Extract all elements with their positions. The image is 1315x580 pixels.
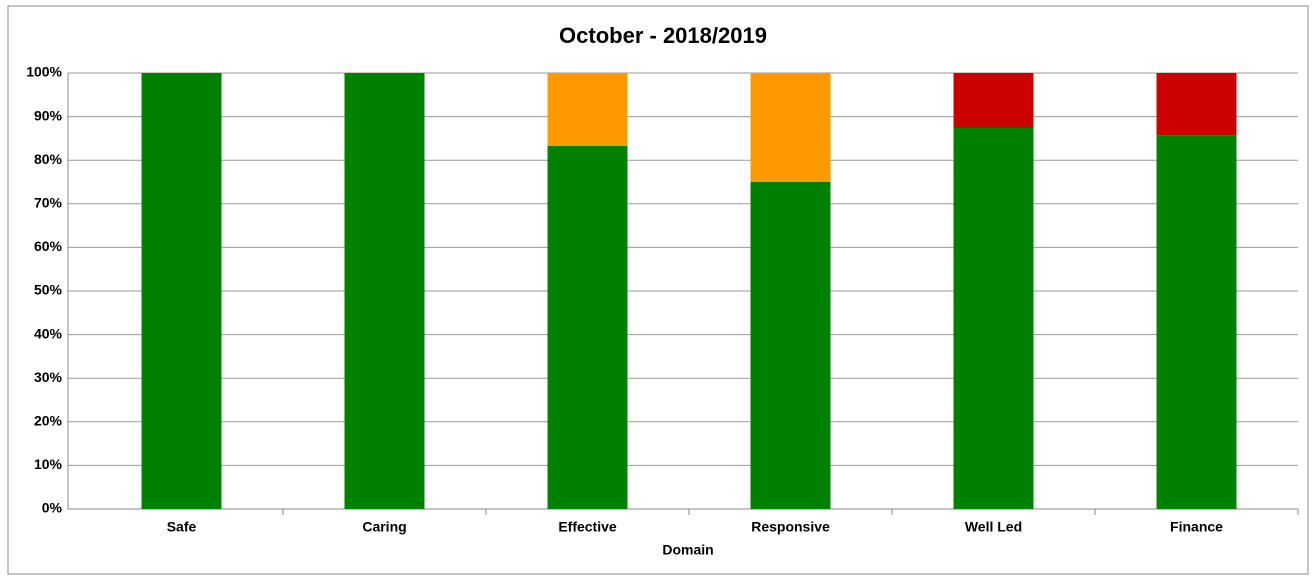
y-tick-label: 60% <box>34 238 63 254</box>
x-tick-label: Effective <box>558 519 617 535</box>
bar-segment <box>750 73 831 182</box>
y-tick-label: 50% <box>34 282 63 298</box>
x-tick-label: Caring <box>362 519 406 535</box>
y-tick-label: 80% <box>34 151 63 167</box>
bar-segment <box>953 127 1034 509</box>
x-tick-label: Safe <box>167 519 197 535</box>
y-tick-label: 10% <box>34 456 63 472</box>
x-axis-label: Domain <box>662 542 713 558</box>
bar-segment <box>344 73 425 509</box>
bar-segment <box>547 73 628 146</box>
chart-frame <box>7 5 1309 575</box>
y-tick-label: 70% <box>34 195 63 211</box>
bar-segment <box>953 73 1034 128</box>
x-tick-label: Responsive <box>751 519 830 535</box>
bar-segment <box>141 73 222 509</box>
chart-title: October - 2018/2019 <box>559 23 767 48</box>
bar-segment <box>750 182 831 509</box>
y-tick-label: 100% <box>26 64 62 80</box>
y-tick-label: 40% <box>34 325 63 341</box>
y-tick-label: 30% <box>34 369 63 385</box>
x-tick-label: Finance <box>1170 519 1223 535</box>
bar-segment <box>1156 73 1237 136</box>
bar-segment <box>547 145 628 509</box>
y-tick-label: 20% <box>34 413 63 429</box>
x-tick-label: Well Led <box>965 519 1022 535</box>
y-tick-label: 90% <box>34 107 63 123</box>
y-tick-label: 0% <box>42 500 63 516</box>
bar-segment <box>1156 135 1237 509</box>
